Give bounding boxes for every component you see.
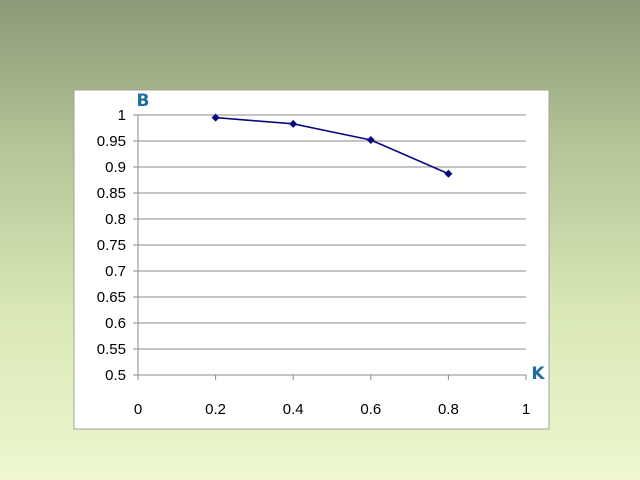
x-tick-label: 0.8 bbox=[438, 401, 459, 418]
y-tick-label: 0.75 bbox=[97, 237, 126, 254]
y-tick-label: 0.6 bbox=[105, 315, 126, 332]
y-tick-label: 0.85 bbox=[97, 185, 126, 202]
data-point-marker bbox=[444, 169, 453, 178]
x-tick-label: 0 bbox=[134, 401, 142, 418]
y-tick-label: 0.5 bbox=[105, 367, 126, 384]
x-tick-label: 0.2 bbox=[205, 401, 226, 418]
chart-area bbox=[73, 89, 550, 430]
x-tick-label: 0.4 bbox=[283, 401, 304, 418]
y-tick-label: 0.95 bbox=[97, 133, 126, 150]
series-line bbox=[215, 116, 449, 175]
x-tick-label: 1 bbox=[522, 401, 530, 418]
y-tick-labels: 0.5 0.55 0.6 0.65 0.7 0.75 0.8 0.85 0.9 0.95 1 bbox=[97, 107, 126, 384]
x-axis-title: K bbox=[531, 364, 545, 384]
gridlines bbox=[133, 114, 527, 380]
series-group bbox=[211, 113, 453, 178]
y-tick-label: 1 bbox=[118, 107, 126, 124]
y-axis-title: B bbox=[137, 91, 150, 111]
y-tick-label: 0.9 bbox=[105, 159, 126, 176]
x-tick-label: 0.6 bbox=[360, 401, 381, 418]
data-point-marker bbox=[211, 113, 220, 122]
y-tick-label: 0.65 bbox=[97, 289, 126, 306]
data-point-marker bbox=[366, 135, 375, 144]
y-tick-label: 0.7 bbox=[105, 263, 126, 280]
y-tick-label: 0.55 bbox=[97, 341, 126, 358]
y-tick-label: 0.8 bbox=[105, 211, 126, 228]
data-point-marker bbox=[289, 119, 298, 128]
x-tick-labels: 0 0.2 0.4 0.6 0.8 1 bbox=[134, 401, 530, 418]
